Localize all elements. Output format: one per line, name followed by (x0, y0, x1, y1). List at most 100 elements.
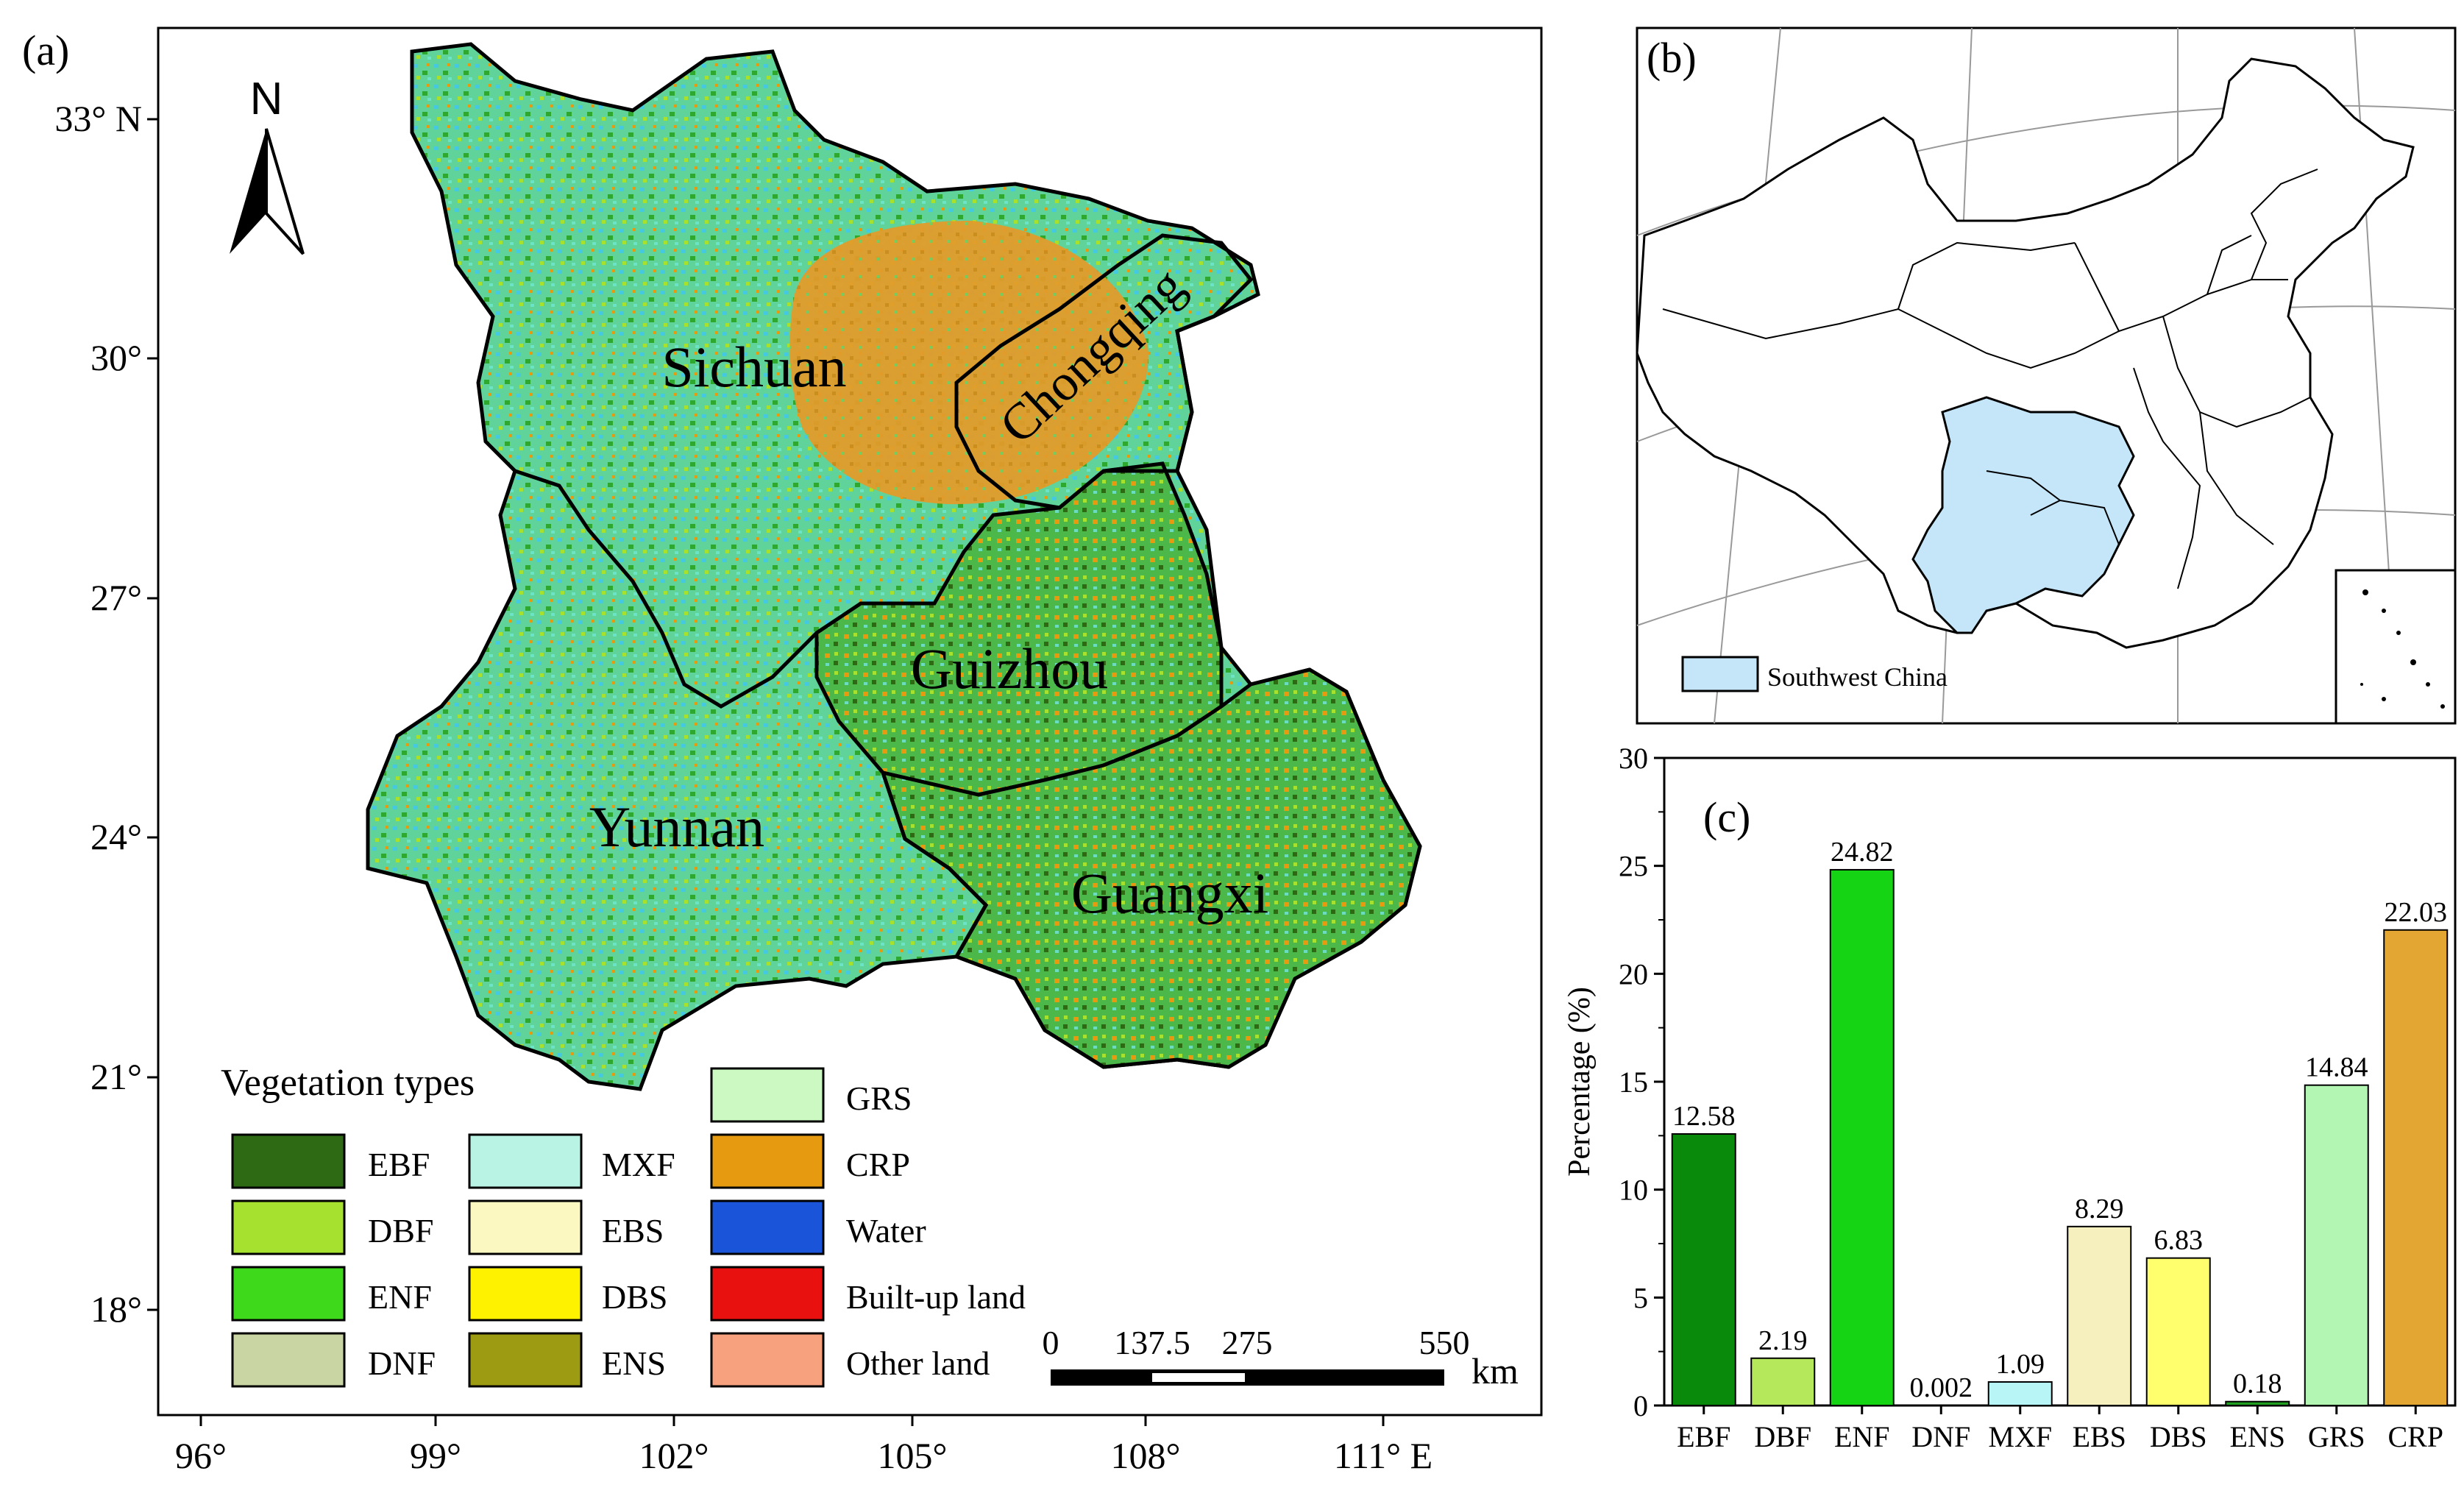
value-label-dbs: 6.83 (2154, 1225, 2204, 1256)
province-label-yunnan: Yunnan (589, 795, 764, 859)
lat-tick-18: 18° (90, 1288, 142, 1330)
south-china-sea-inset (2335, 569, 2457, 725)
y-tick-label: 10 (1619, 1174, 1648, 1207)
lat-tick-21: 21° (90, 1056, 142, 1097)
legend-label-southwest-china: Southwest China (1767, 662, 1948, 692)
lat-tick-27: 27° (90, 577, 142, 618)
legend-label-dbs: DBS (602, 1278, 667, 1316)
value-label-ebf: 12.58 (1672, 1101, 1736, 1132)
lon-tick-108: 108° (1111, 1435, 1181, 1476)
bar-ebf (1671, 1132, 1736, 1407)
bar-series: 12.58 EBF 2.19 DBF 24.82 ENF 0.002 DNF 1.09 MXF 8.… (1671, 837, 2449, 1453)
longitude-axis: 96° 99° 102° 105° 108° 111° E (175, 1415, 1432, 1476)
province-label-guizhou: Guizhou (911, 637, 1109, 701)
value-label-crp: 22.03 (2385, 897, 2448, 928)
legend-label-mxf: MXF (602, 1146, 675, 1183)
legend-swatch-dbs (468, 1266, 583, 1322)
y-axis-label: Percentage (%) (1563, 987, 1597, 1177)
legend-label-crp: CRP (846, 1146, 910, 1183)
lon-tick-111: 111° E (1334, 1435, 1432, 1476)
y-tick-label: 25 (1619, 850, 1648, 883)
legend-swatch-crp (710, 1133, 825, 1189)
china-outline (1636, 57, 2415, 649)
x-tick-label-dbs: DBS (2150, 1420, 2207, 1453)
value-label-enf: 24.82 (1831, 837, 1894, 868)
legend-swatch-southwest-china (1681, 656, 1759, 692)
lon-tick-96: 96° (175, 1435, 227, 1476)
bar-enf (1829, 868, 1895, 1406)
lon-tick-99: 99° (410, 1435, 461, 1476)
x-tick-label-ens: ENS (2229, 1420, 2285, 1453)
legend-label-ebs: EBS (602, 1212, 664, 1249)
scale-tick-0: 0 (1043, 1324, 1059, 1361)
north-label: N (250, 74, 283, 124)
bar-dbf (1750, 1357, 1816, 1407)
value-label-dbf: 2.19 (1758, 1325, 1808, 1356)
value-label-ens: 0.18 (2233, 1369, 2282, 1400)
scale-bar: 0 137.5 275 550 km (1043, 1324, 1519, 1392)
panel-c: (c) Percentage (%) 0 5 10 15 20 25 30 12.58 EBF… (1563, 742, 2457, 1453)
southwest-china-map (366, 42, 1422, 1091)
y-tick-label: 15 (1619, 1066, 1648, 1099)
legend-swatch-mxf (468, 1133, 583, 1189)
legend-swatch-ebf (231, 1133, 346, 1189)
scale-unit: km (1471, 1350, 1519, 1392)
legend-swatch-dnf (231, 1332, 346, 1388)
value-label-mxf: 1.09 (1996, 1349, 2045, 1380)
latitude-axis: 33° N 30° 27° 24° 21° 18° (54, 98, 158, 1330)
scale-tick-550: 550 (1419, 1324, 1470, 1361)
southwest-china-highlight (1911, 396, 2135, 634)
legend-label-ens: ENS (602, 1344, 666, 1382)
lat-tick-33: 33° N (54, 98, 142, 139)
y-tick-label: 20 (1619, 957, 1648, 990)
province-label-sichuan: Sichuan (661, 335, 846, 399)
legend-swatch-water (710, 1199, 825, 1255)
x-tick-label-ebf: EBF (1677, 1420, 1730, 1453)
legend-swatch-other-land (710, 1332, 825, 1388)
legend-label-other-land: Other land (846, 1344, 990, 1382)
x-tick-label-dbf: DBF (1754, 1420, 1811, 1453)
x-tick-label-grs: GRS (2308, 1420, 2365, 1453)
y-tick-label: 30 (1619, 742, 1648, 775)
bar-dbs (2145, 1257, 2211, 1406)
legend-title: Vegetation types (221, 1062, 475, 1104)
bar-ens (2225, 1400, 2290, 1406)
bar-crp (2383, 929, 2449, 1406)
legend-swatch-built-up-land (710, 1266, 825, 1322)
legend-label-dbf: DBF (368, 1212, 433, 1249)
lat-tick-24: 24° (90, 816, 142, 857)
bar-ebs (2067, 1225, 2132, 1406)
legend-swatch-dbf (231, 1199, 346, 1255)
legend-label-ebf: EBF (368, 1146, 430, 1183)
vegetation-legend: Vegetation types EBF DBF ENF DNF MXF EBS… (221, 1062, 1026, 1388)
province-lines (1662, 169, 2318, 589)
province-label-guangxi: Guangxi (1071, 861, 1269, 925)
panel-b-label: (b) (1647, 34, 1697, 82)
panel-b: (b) (1636, 26, 2457, 725)
panel-c-label: (c) (1703, 793, 1750, 841)
x-tick-label-mxf: MXF (1988, 1420, 2052, 1453)
legend-swatch-enf (231, 1266, 346, 1322)
bar-mxf (1987, 1381, 2053, 1406)
y-tick-label: 0 (1633, 1389, 1648, 1422)
bar-grs (2304, 1084, 2369, 1407)
x-tick-label-dnf: DNF (1911, 1420, 1970, 1453)
value-label-ebs: 8.29 (2075, 1194, 2124, 1224)
lon-tick-105: 105° (878, 1435, 948, 1476)
legend-label-built-up-land: Built-up land (846, 1278, 1026, 1316)
legend-label-enf: ENF (368, 1278, 432, 1316)
legend-label-water: Water (846, 1212, 926, 1249)
legend-swatch-ebs (468, 1199, 583, 1255)
legend-label-grs: GRS (846, 1080, 912, 1117)
lat-tick-30: 30° (90, 337, 142, 378)
panel-a-label: (a) (22, 26, 69, 74)
north-arrow-icon: N (230, 74, 305, 255)
legend-label-dnf: DNF (368, 1344, 436, 1382)
x-tick-label-crp: CRP (2387, 1420, 2443, 1453)
value-label-grs: 14.84 (2305, 1052, 2368, 1083)
scale-tick-137-5: 137.5 (1114, 1324, 1190, 1361)
x-tick-label-enf: ENF (1834, 1420, 1890, 1453)
x-tick-label-ebs: EBS (2073, 1420, 2126, 1453)
panel-a: (a) 33° N 30° 27° 24° 21° 18° 96° 99° (22, 26, 1543, 1476)
